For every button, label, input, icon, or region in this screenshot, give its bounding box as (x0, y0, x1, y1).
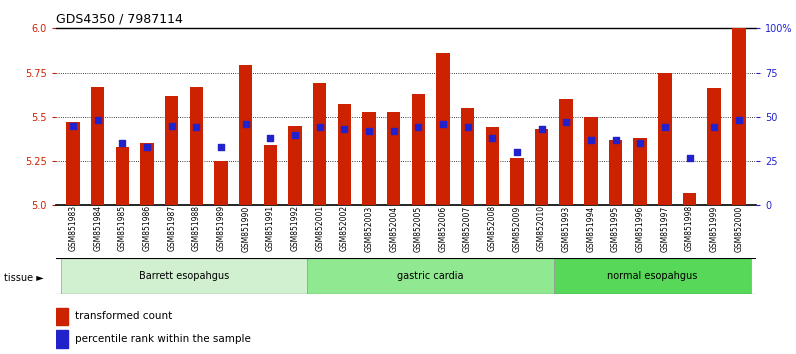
Text: GSM851998: GSM851998 (685, 205, 694, 251)
Text: gastric cardia: gastric cardia (397, 271, 464, 281)
Bar (56, 308, 68, 325)
Point (67, 123, 80, 129)
Point (461, 125, 474, 130)
Bar (338, 104, 351, 205)
FancyBboxPatch shape (60, 258, 307, 294)
Point (289, 132, 302, 137)
Text: GSM852003: GSM852003 (365, 205, 373, 252)
Point (240, 121, 252, 127)
Point (116, 141, 129, 146)
Bar (732, 28, 746, 205)
Text: GSM851995: GSM851995 (611, 205, 620, 252)
Bar (239, 65, 252, 205)
Text: GSM851993: GSM851993 (562, 205, 571, 252)
Point (388, 128, 400, 134)
Bar (165, 96, 178, 205)
Point (436, 121, 449, 127)
Point (683, 155, 696, 160)
Bar (288, 126, 302, 205)
Text: GSM851999: GSM851999 (710, 205, 719, 252)
Text: GSM852004: GSM852004 (389, 205, 398, 252)
Text: GSM852009: GSM852009 (513, 205, 521, 252)
Point (535, 126, 548, 132)
Bar (634, 138, 647, 205)
Text: GSM851989: GSM851989 (217, 205, 225, 251)
Bar (189, 87, 203, 205)
Text: GSM851985: GSM851985 (118, 205, 127, 251)
Point (314, 125, 326, 130)
Bar (510, 158, 524, 205)
Text: GSM851992: GSM851992 (291, 205, 299, 251)
Text: percentile rank within the sample: percentile rank within the sample (76, 334, 252, 344)
Point (363, 128, 376, 134)
FancyBboxPatch shape (307, 258, 554, 294)
Text: GSM852008: GSM852008 (488, 205, 497, 251)
Text: GDS4350 / 7987114: GDS4350 / 7987114 (56, 13, 182, 26)
Bar (313, 83, 326, 205)
Text: GSM851986: GSM851986 (142, 205, 151, 251)
Text: GSM852002: GSM852002 (340, 205, 349, 251)
Text: normal esopahgus: normal esopahgus (607, 271, 698, 281)
Point (658, 125, 671, 130)
Point (708, 125, 720, 130)
Bar (387, 112, 400, 205)
Point (732, 118, 745, 123)
Bar (412, 94, 425, 205)
Point (141, 144, 154, 150)
Bar (91, 87, 104, 205)
Text: GSM852007: GSM852007 (463, 205, 472, 252)
Bar (461, 108, 474, 205)
Bar (66, 122, 80, 205)
Bar (658, 73, 672, 205)
Text: GSM851994: GSM851994 (587, 205, 595, 252)
Point (609, 137, 622, 143)
Text: transformed count: transformed count (76, 312, 173, 321)
Bar (56, 330, 68, 348)
Text: GSM851991: GSM851991 (266, 205, 275, 251)
Text: GSM852000: GSM852000 (735, 205, 743, 252)
Text: GSM852006: GSM852006 (439, 205, 447, 252)
Bar (486, 127, 499, 205)
Text: tissue ►: tissue ► (4, 273, 44, 283)
Bar (609, 140, 622, 205)
Bar (140, 143, 154, 205)
Point (338, 126, 351, 132)
Text: GSM851984: GSM851984 (93, 205, 102, 251)
Text: GSM852005: GSM852005 (414, 205, 423, 252)
Point (560, 119, 572, 125)
Text: GSM851987: GSM851987 (167, 205, 176, 251)
Text: GSM851983: GSM851983 (68, 205, 77, 251)
Point (486, 135, 498, 141)
Text: GSM852001: GSM852001 (315, 205, 324, 251)
Bar (436, 53, 450, 205)
Bar (535, 129, 548, 205)
Bar (560, 99, 573, 205)
Point (634, 141, 646, 146)
Point (584, 137, 597, 143)
Text: GSM851996: GSM851996 (636, 205, 645, 252)
Bar (584, 117, 598, 205)
Bar (214, 161, 228, 205)
Text: GSM851997: GSM851997 (661, 205, 669, 252)
Point (510, 149, 523, 155)
Bar (362, 112, 376, 205)
Point (412, 125, 424, 130)
Bar (708, 88, 721, 205)
Point (215, 144, 228, 150)
Point (264, 135, 277, 141)
Text: GSM852010: GSM852010 (537, 205, 546, 251)
Bar (115, 147, 129, 205)
Text: Barrett esopahgus: Barrett esopahgus (139, 271, 229, 281)
Text: GSM851990: GSM851990 (241, 205, 250, 252)
Point (92, 118, 104, 123)
Bar (683, 193, 696, 205)
Text: GSM851988: GSM851988 (192, 205, 201, 251)
Point (190, 125, 203, 130)
Point (166, 123, 178, 129)
Bar (263, 145, 277, 205)
FancyBboxPatch shape (554, 258, 751, 294)
